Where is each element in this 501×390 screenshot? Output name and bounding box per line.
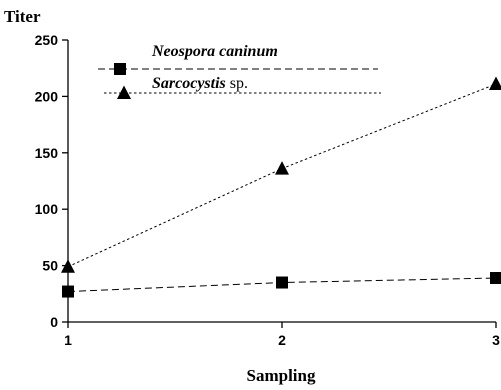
legend: Neospora caninum Sarcocystis sp. [98,43,381,99]
legend-marker-2 [117,85,131,99]
y-tick-label: 50 [42,258,58,274]
y-tick-label: 0 [50,314,58,330]
x-tick-label: 2 [278,332,286,348]
legend-marker-1 [114,63,126,75]
y-ticks: 0 50 100 150 200 250 [35,32,68,330]
data-point-2-3 [489,76,501,90]
series-lines [67,83,497,293]
x-tick-label: 3 [492,332,500,348]
y-tick-label: 100 [35,201,59,217]
series-line-2 [67,83,497,268]
y-tick-label: 200 [35,88,59,104]
data-point-1-1 [62,285,74,298]
x-ticks: 1 2 3 [64,322,500,348]
data-point-2-1 [61,259,75,273]
data-point-1-2 [276,276,288,289]
data-point-2-2 [275,161,289,175]
x-tick-label: 1 [64,332,72,348]
y-tick-label: 250 [35,32,59,48]
x-axis-title: Sampling [247,366,316,385]
y-tick-label: 150 [35,145,59,161]
legend-label-2: Sarcocystis sp. [152,75,248,92]
y-axis-title: Titer [4,7,41,26]
data-point-1-3 [490,272,501,285]
legend-label-1: Neospora caninum [151,43,278,60]
series-markers [61,76,501,298]
